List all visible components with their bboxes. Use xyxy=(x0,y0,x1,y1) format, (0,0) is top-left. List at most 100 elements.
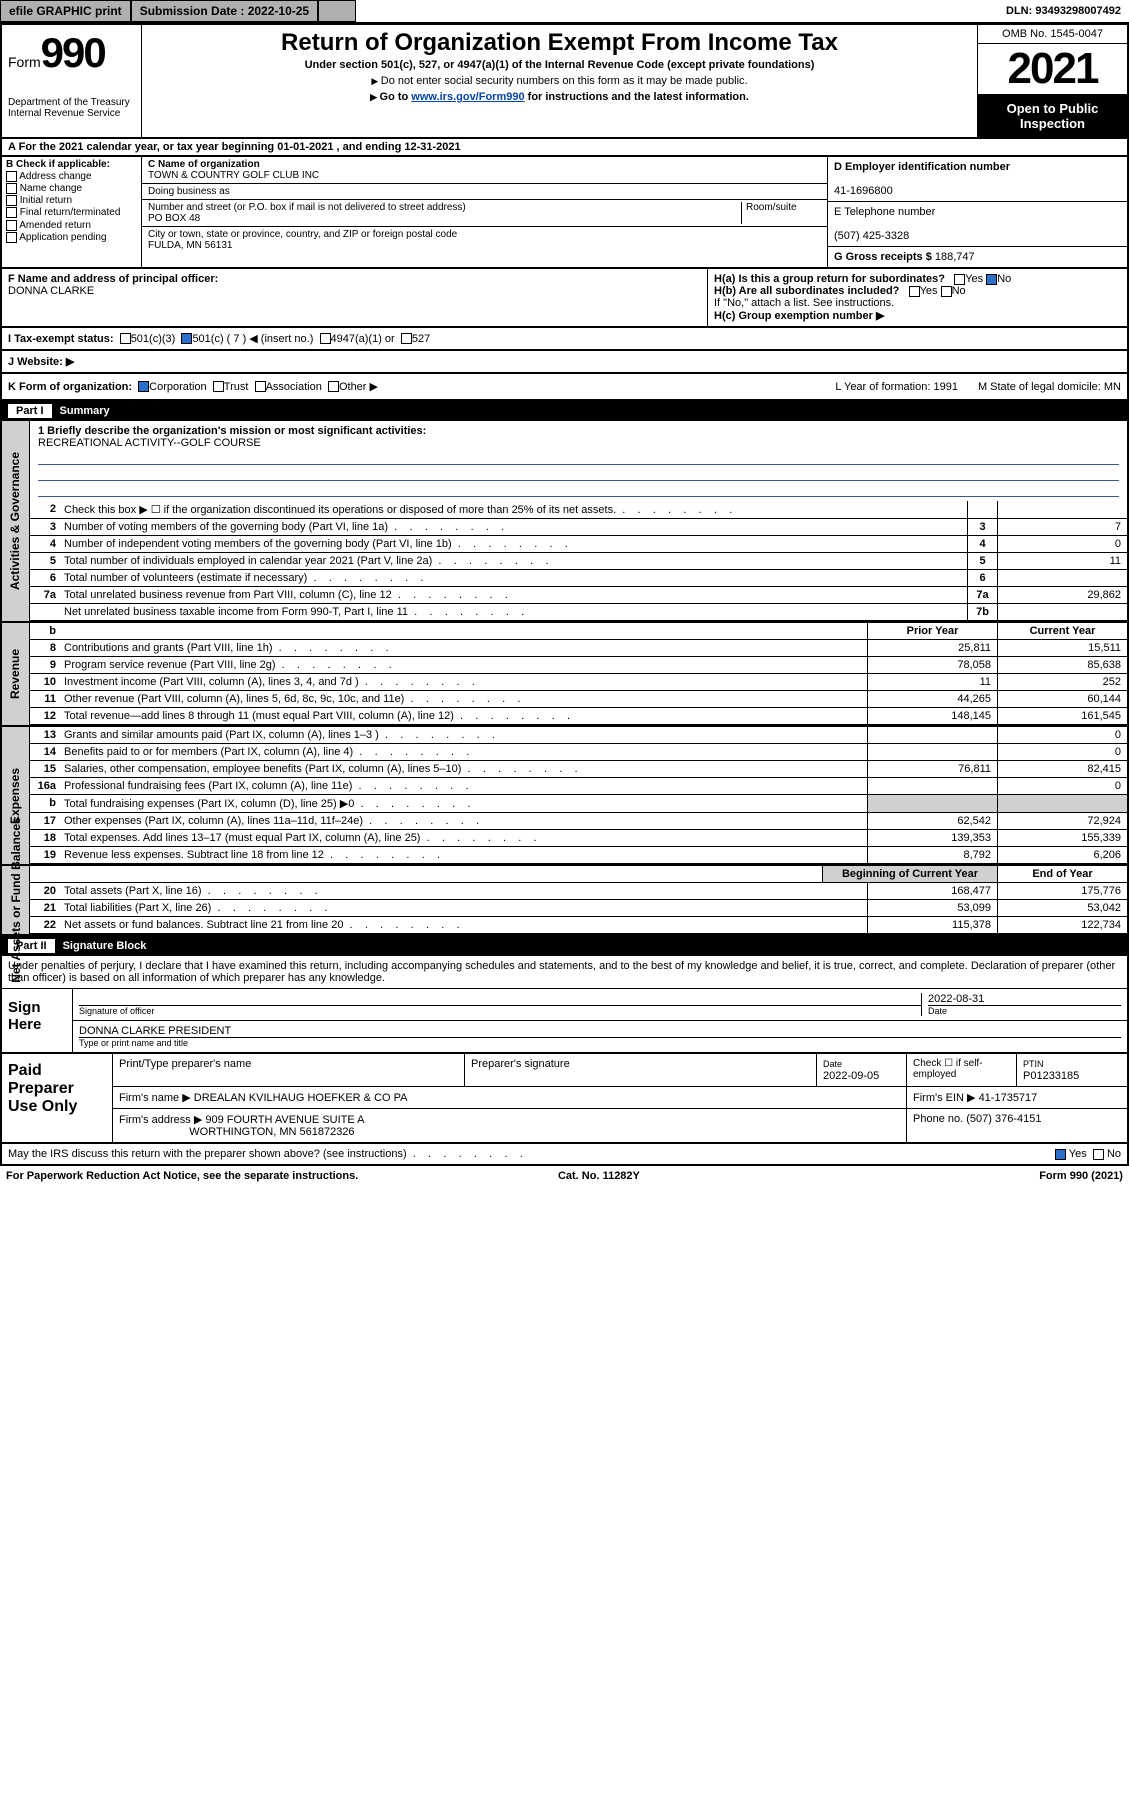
summary-row: 2Check this box ▶ ☐ if the organization … xyxy=(30,501,1127,519)
sig-officer-row: Signature of officer 2022-08-31 Date xyxy=(73,989,1127,1021)
hb-note: If "No," attach a list. See instructions… xyxy=(714,297,1121,309)
chk-501c3[interactable] xyxy=(120,333,131,344)
row-k-l-m: K Form of organization: Corporation Trus… xyxy=(0,374,1129,401)
goto-prefix: Go to xyxy=(370,91,411,103)
line-text: Total number of individuals employed in … xyxy=(60,553,967,569)
prior-value: 53,099 xyxy=(867,900,997,916)
submission-date-button[interactable]: Submission Date : 2022-10-25 xyxy=(131,0,318,22)
current-value: 0 xyxy=(997,744,1127,760)
ha-no-chk[interactable] xyxy=(986,274,997,285)
line-text: Number of independent voting members of … xyxy=(60,536,967,552)
form-990-number: 990 xyxy=(41,29,105,76)
chk-name-change[interactable]: Name change xyxy=(6,183,137,194)
chk-corp[interactable] xyxy=(138,381,149,392)
begin-year-hdr: Beginning of Current Year xyxy=(822,866,997,882)
summary-row: 14Benefits paid to or for members (Part … xyxy=(30,744,1127,761)
sidetab-exp-text: Expenses xyxy=(9,767,23,823)
box-c: C Name of organization TOWN & COUNTRY GO… xyxy=(142,157,827,267)
part-1-label: Part I xyxy=(8,404,52,418)
line-num: 18 xyxy=(30,830,60,846)
self-employed-chk[interactable]: Check ☐ if self-employed xyxy=(907,1054,1017,1086)
summary-row: 22Net assets or fund balances. Subtract … xyxy=(30,917,1127,934)
summary-row: bTotal fundraising expenses (Part IX, co… xyxy=(30,795,1127,813)
line-num: 6 xyxy=(30,570,60,586)
prior-value xyxy=(867,744,997,760)
addr-label: Number and street (or P.O. box if mail i… xyxy=(148,202,466,213)
box-d: D Employer identification number 41-1696… xyxy=(828,157,1127,202)
paid-preparer-block: Paid Preparer Use Only Print/Type prepar… xyxy=(0,1054,1129,1144)
discuss-no-chk[interactable] xyxy=(1093,1149,1104,1160)
box-b: B Check if applicable: Address change Na… xyxy=(2,157,142,267)
line-text: Investment income (Part VIII, column (A)… xyxy=(60,674,867,690)
subtitle-2: Do not enter social security numbers on … xyxy=(152,75,967,87)
summary-row: 10Investment income (Part VIII, column (… xyxy=(30,674,1127,691)
state-domicile: M State of legal domicile: MN xyxy=(978,381,1121,393)
ha-yes-chk[interactable] xyxy=(954,274,965,285)
current-value: 161,545 xyxy=(997,708,1127,724)
block-b-to-g: B Check if applicable: Address change Na… xyxy=(0,157,1129,269)
section-revenue: Revenue b Prior Year Current Year 8Contr… xyxy=(0,623,1129,727)
line-num xyxy=(30,604,60,620)
col-n: b xyxy=(30,623,60,639)
chk-initial-return[interactable]: Initial return xyxy=(6,195,137,206)
chk-assoc[interactable] xyxy=(255,381,266,392)
prior-value: 168,477 xyxy=(867,883,997,899)
header-left: Form990 Department of the Treasury Inter… xyxy=(2,25,142,137)
box-f: F Name and address of principal officer:… xyxy=(2,269,707,326)
form-word: Form xyxy=(8,54,41,70)
chk-lbl: Application pending xyxy=(19,232,106,243)
bottom-row: For Paperwork Reduction Act Notice, see … xyxy=(0,1166,1129,1186)
current-value: 155,339 xyxy=(997,830,1127,846)
irs-link[interactable]: www.irs.gov/Form990 xyxy=(411,91,524,103)
chk-amended[interactable]: Amended return xyxy=(6,220,137,231)
chk-trust[interactable] xyxy=(213,381,224,392)
hb-text: H(b) Are all subordinates included? xyxy=(714,285,899,297)
summary-row: 8Contributions and grants (Part VIII, li… xyxy=(30,640,1127,657)
form-ref: Form 990 (2021) xyxy=(1039,1170,1123,1182)
mission-line xyxy=(38,467,1119,481)
chk-lbl: Initial return xyxy=(20,195,72,206)
ein-value: 41-1696800 xyxy=(834,185,893,197)
hb-yes-chk[interactable] xyxy=(909,286,920,297)
line-num-col: 3 xyxy=(967,519,997,535)
prior-value: 78,058 xyxy=(867,657,997,673)
line-num: 5 xyxy=(30,553,60,569)
line-text: Total fundraising expenses (Part IX, col… xyxy=(60,795,867,812)
line-num: 17 xyxy=(30,813,60,829)
chk-other[interactable] xyxy=(328,381,339,392)
chk-527[interactable] xyxy=(401,333,412,344)
chk-final-return[interactable]: Final return/terminated xyxy=(6,207,137,218)
chk-address-change[interactable]: Address change xyxy=(6,171,137,182)
opt-trust: Trust xyxy=(224,381,249,393)
hb-no-chk[interactable] xyxy=(941,286,952,297)
h-c: H(c) Group exemption number ▶ xyxy=(714,309,1121,322)
chk-4947[interactable] xyxy=(320,333,331,344)
summary-row: 13Grants and similar amounts paid (Part … xyxy=(30,727,1127,744)
chk-app-pending[interactable]: Application pending xyxy=(6,232,137,243)
line-num: 8 xyxy=(30,640,60,656)
year-formation: L Year of formation: 1991 xyxy=(835,381,958,393)
discuss-yes-chk[interactable] xyxy=(1055,1149,1066,1160)
line-value: 7 xyxy=(997,519,1127,535)
sidetab-revenue: Revenue xyxy=(2,623,30,725)
opt-527: 527 xyxy=(412,333,430,345)
opt-4947: 4947(a)(1) or xyxy=(331,333,395,345)
line-text: Salaries, other compensation, employee b… xyxy=(60,761,867,777)
gross-receipts-value: 188,747 xyxy=(935,251,975,263)
chk-501c[interactable] xyxy=(181,333,192,344)
blank-button[interactable] xyxy=(318,0,356,22)
prior-value: 115,378 xyxy=(867,917,997,933)
part-1-title: Summary xyxy=(60,405,110,417)
line-text: Number of voting members of the governin… xyxy=(60,519,967,535)
opt-other: Other ▶ xyxy=(339,380,378,393)
prior-value: 11 xyxy=(867,674,997,690)
sidetab-net: Net Assets or Fund Balances xyxy=(2,866,30,934)
line-text: Professional fundraising fees (Part IX, … xyxy=(60,778,867,794)
sig-type-label: Type or print name and title xyxy=(79,1037,1121,1048)
efile-print-button[interactable]: efile GRAPHIC print xyxy=(0,0,131,22)
sig-date-label: Date xyxy=(928,1005,1121,1016)
current-value xyxy=(997,795,1127,812)
firm-addr-cell: Firm's address ▶ 909 FOURTH AVENUE SUITE… xyxy=(113,1109,907,1142)
preparer-date: Date2022-09-05 xyxy=(817,1054,907,1086)
sig-name-value: DONNA CLARKE PRESIDENT xyxy=(79,1025,231,1037)
